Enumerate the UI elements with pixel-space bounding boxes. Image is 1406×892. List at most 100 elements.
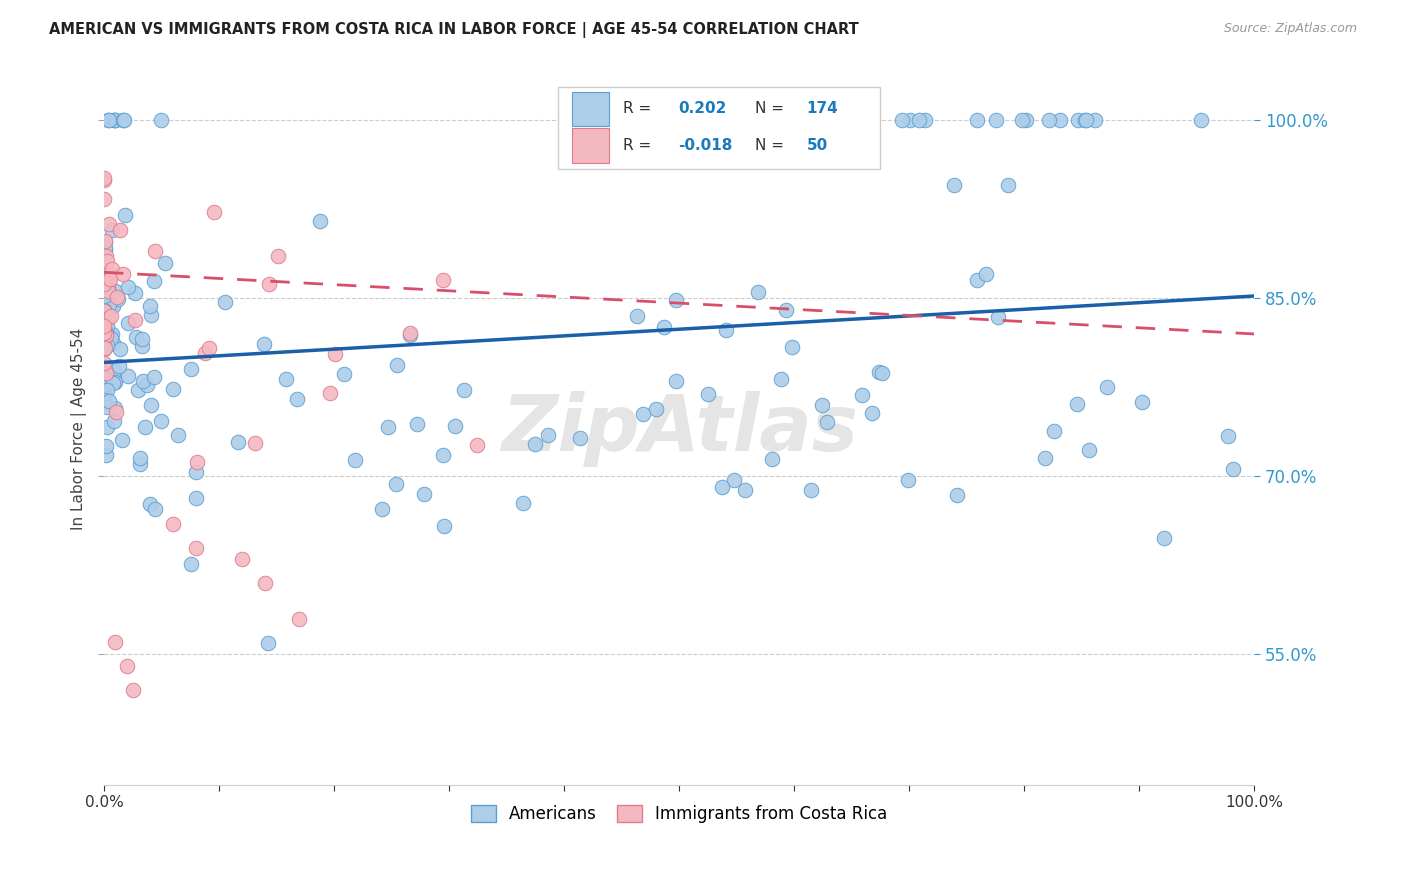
Point <box>115 659 138 673</box>
Point <box>96 338 118 352</box>
Point <box>868 365 890 379</box>
Point <box>93 395 115 409</box>
Point <box>309 214 332 228</box>
Point <box>184 491 207 505</box>
Point <box>780 340 803 354</box>
Point <box>162 382 184 396</box>
Point <box>114 208 136 222</box>
Point <box>231 552 253 566</box>
Point <box>93 291 115 305</box>
Point <box>96 307 118 321</box>
Point <box>103 113 125 128</box>
Point <box>136 378 159 392</box>
Point <box>96 420 118 434</box>
Point <box>93 273 115 287</box>
Point <box>770 113 793 128</box>
Point <box>747 285 769 300</box>
Point <box>828 113 851 128</box>
Point <box>1078 443 1101 458</box>
Point <box>103 364 125 378</box>
Point <box>319 385 342 400</box>
Point <box>97 266 120 280</box>
Point <box>775 303 797 318</box>
Point <box>267 249 290 263</box>
Point <box>898 113 921 128</box>
Point <box>131 374 153 388</box>
Point <box>97 310 120 325</box>
Point <box>93 192 115 206</box>
Point <box>747 113 769 128</box>
Point <box>897 473 920 487</box>
Point <box>815 415 838 429</box>
Point <box>524 437 547 451</box>
Point <box>914 113 936 128</box>
Point <box>103 376 125 390</box>
Point <box>97 337 120 351</box>
Point <box>432 273 454 287</box>
Point <box>124 313 146 327</box>
Point <box>184 541 207 555</box>
Point <box>93 173 115 187</box>
Point <box>143 244 166 258</box>
Point <box>723 473 745 487</box>
Point <box>117 316 139 330</box>
Text: 174: 174 <box>807 102 838 116</box>
Point <box>214 295 236 310</box>
Point <box>444 419 467 434</box>
Point <box>820 113 842 128</box>
Point <box>108 343 131 357</box>
Point <box>769 372 792 386</box>
Point <box>807 113 830 128</box>
Point <box>131 339 153 353</box>
Point <box>870 366 893 380</box>
Point <box>226 434 249 449</box>
Point <box>93 336 115 351</box>
Point <box>1043 424 1066 438</box>
Point <box>714 323 737 337</box>
Point <box>761 452 783 467</box>
Point <box>1216 429 1239 443</box>
Point <box>184 465 207 479</box>
Point <box>333 367 356 381</box>
Point <box>93 315 115 329</box>
Point <box>93 171 115 186</box>
Point <box>166 428 188 442</box>
Point <box>697 387 720 401</box>
Point <box>93 277 115 291</box>
Point <box>94 235 117 249</box>
Point <box>138 497 160 511</box>
Point <box>104 373 127 387</box>
Point <box>125 330 148 344</box>
Point <box>860 407 883 421</box>
Point <box>1033 451 1056 466</box>
Point <box>104 405 127 419</box>
Point <box>143 274 166 288</box>
Point <box>186 455 208 469</box>
Point <box>138 299 160 313</box>
Point <box>93 356 115 370</box>
Point <box>96 366 118 380</box>
Point <box>94 376 117 391</box>
Point <box>96 327 118 342</box>
FancyBboxPatch shape <box>572 92 609 126</box>
Point <box>93 303 115 318</box>
Text: AMERICAN VS IMMIGRANTS FROM COSTA RICA IN LABOR FORCE | AGE 45-54 CORRELATION CH: AMERICAN VS IMMIGRANTS FROM COSTA RICA I… <box>49 22 859 38</box>
Point <box>94 370 117 384</box>
Point <box>1222 462 1244 476</box>
Point <box>97 113 120 128</box>
Point <box>93 306 115 320</box>
Point <box>465 438 488 452</box>
Point <box>149 113 172 128</box>
Point <box>96 287 118 301</box>
Point <box>149 414 172 428</box>
Point <box>198 341 221 355</box>
Point <box>987 310 1010 324</box>
Point <box>97 298 120 312</box>
Point <box>243 436 266 450</box>
Point <box>257 277 280 292</box>
Point <box>93 314 115 328</box>
Point <box>142 369 165 384</box>
Point <box>94 326 117 340</box>
Point <box>96 318 118 333</box>
Point <box>124 286 146 301</box>
